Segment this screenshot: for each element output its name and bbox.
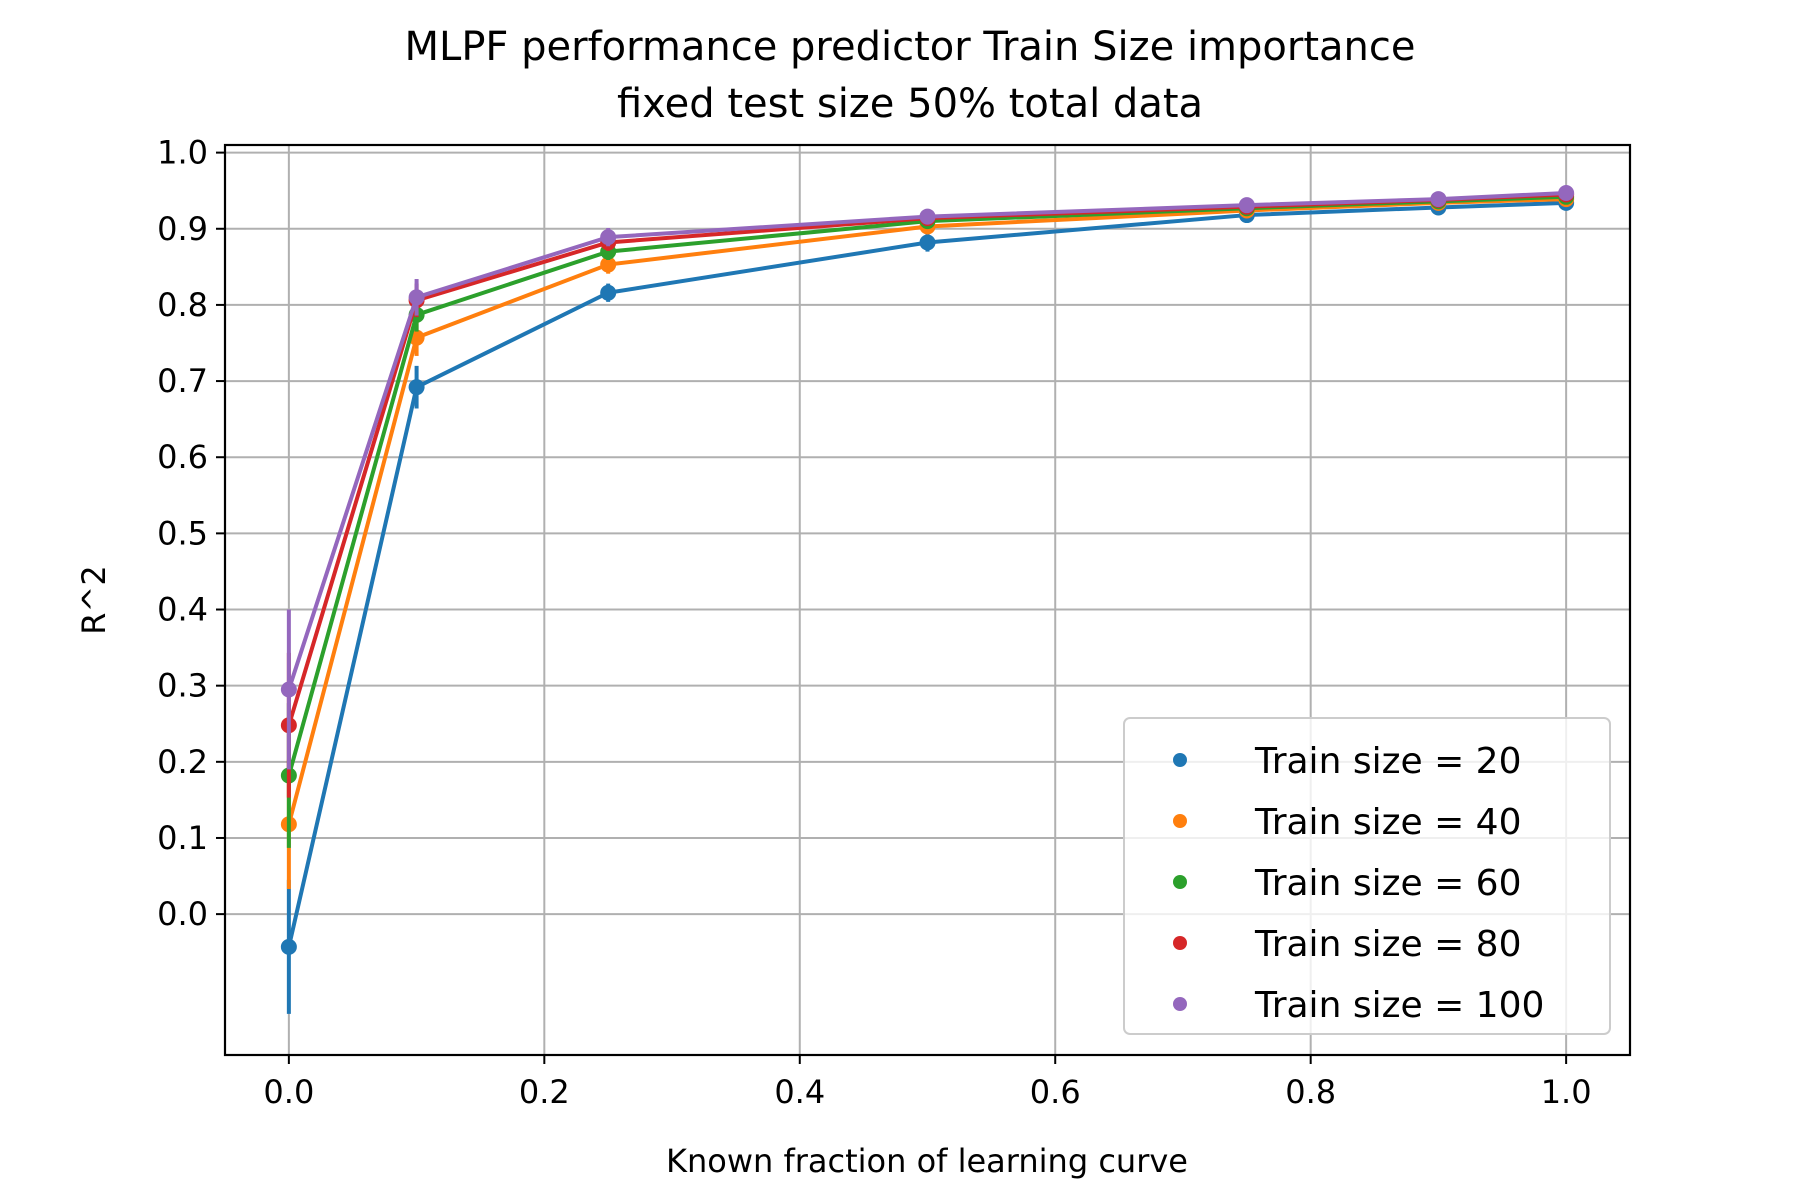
legend-label: Train size = 100: [1254, 985, 1544, 1026]
data-point: [281, 939, 297, 955]
data-point: [1558, 185, 1574, 201]
legend-marker: [1173, 997, 1187, 1011]
data-point: [1430, 191, 1446, 207]
legend-marker: [1173, 753, 1187, 767]
legend-label: Train size = 20: [1254, 741, 1521, 782]
legend-marker: [1173, 936, 1187, 950]
data-point: [600, 229, 616, 245]
chart-title: MLPF performance predictor Train Size im…: [405, 24, 1416, 70]
y-tick-label: 0.6: [157, 438, 208, 476]
data-point: [1239, 197, 1255, 213]
data-point: [281, 681, 297, 697]
y-tick-label: 0.8: [157, 286, 208, 324]
legend-label: Train size = 40: [1254, 802, 1521, 843]
x-tick-label: 0.6: [1030, 1073, 1081, 1111]
legend-marker: [1173, 814, 1187, 828]
y-tick-label: 0.5: [157, 514, 208, 552]
y-tick-label: 0.7: [157, 362, 208, 400]
x-axis-label: Known fraction of learning curve: [666, 1142, 1188, 1180]
y-tick-label: 0.0: [157, 895, 208, 933]
y-axis-label: R^2: [75, 565, 113, 634]
x-tick-label: 0.2: [519, 1073, 570, 1111]
data-point: [409, 289, 425, 305]
data-point: [920, 209, 936, 225]
series-line: [289, 193, 1566, 690]
y-tick-label: 1.0: [157, 134, 208, 172]
series-line: [289, 197, 1566, 776]
y-tick-label: 0.3: [157, 667, 208, 705]
legend-marker: [1173, 875, 1187, 889]
y-tick-label: 0.4: [157, 591, 208, 629]
x-tick-label: 0.4: [774, 1073, 825, 1111]
data-point: [409, 379, 425, 395]
data-point: [920, 234, 936, 250]
x-tick-label: 0.0: [263, 1073, 314, 1111]
x-tick-label: 0.8: [1285, 1073, 1336, 1111]
series-line: [289, 194, 1566, 725]
chart-subtitle: fixed test size 50% total data: [617, 81, 1203, 127]
legend-label: Train size = 60: [1254, 863, 1521, 904]
y-tick-label: 0.1: [157, 819, 208, 857]
x-axis-ticks: 0.0 0.2 0.4 0.6 0.8 1.0: [263, 1055, 1591, 1111]
legend-label: Train size = 80: [1254, 924, 1521, 965]
x-tick-label: 1.0: [1541, 1073, 1592, 1111]
legend: Train size = 20 Train size = 40 Train size…: [1124, 718, 1610, 1034]
y-axis-ticks: 0.0 0.1 0.2 0.3 0.4 0.5 0.6 0.7 0.8 0.9 1.0: [157, 134, 225, 934]
data-point: [600, 285, 616, 301]
y-tick-label: 0.2: [157, 743, 208, 781]
y-tick-label: 0.9: [157, 210, 208, 248]
series-5: [281, 185, 1574, 769]
